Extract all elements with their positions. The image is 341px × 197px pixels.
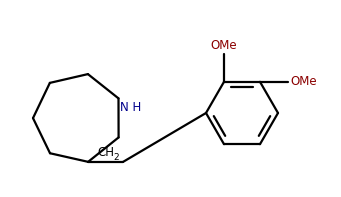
Text: OMe: OMe <box>290 75 317 88</box>
Text: CH: CH <box>97 146 114 159</box>
Text: OMe: OMe <box>211 39 237 52</box>
Text: 2: 2 <box>114 153 119 162</box>
Text: N H: N H <box>120 101 142 114</box>
